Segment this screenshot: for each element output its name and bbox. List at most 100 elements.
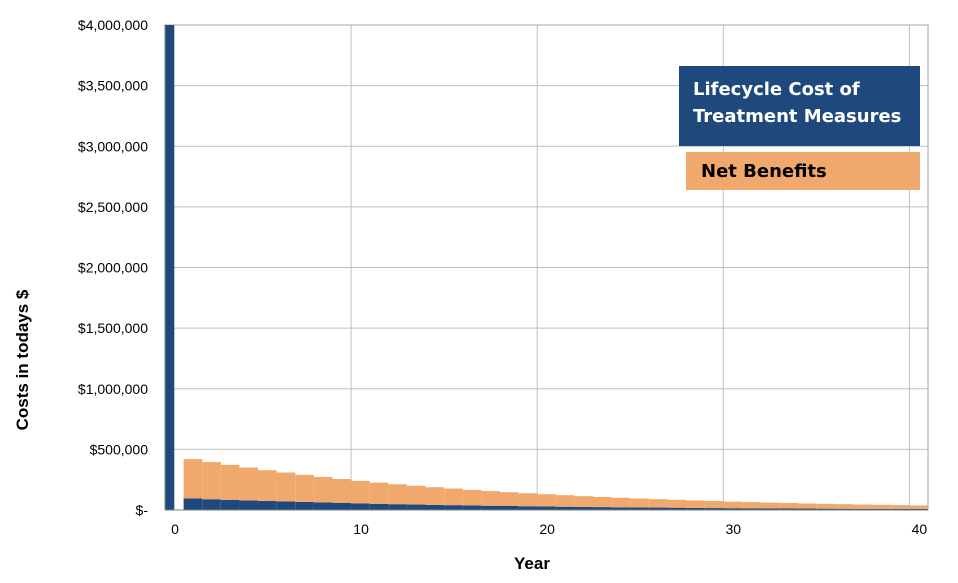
bar-lifecycle-cost <box>202 499 221 510</box>
bar-lifecycle-cost <box>220 499 240 510</box>
bar-lifecycle-cost <box>183 498 203 510</box>
bar-net-benefits <box>816 503 835 509</box>
bar-net-benefits <box>462 489 482 506</box>
bar-lifecycle-cost <box>779 508 798 510</box>
bar-net-benefits <box>593 496 612 508</box>
bar-net-benefits <box>574 496 594 507</box>
bar-net-benefits <box>555 495 575 507</box>
x-tick-label: 0 <box>171 521 179 537</box>
y-tick-label: $- <box>136 502 149 518</box>
bar-net-benefits <box>537 494 556 507</box>
bar-lifecycle-cost <box>630 507 649 510</box>
bar-lifecycle-cost <box>332 502 352 510</box>
bar-net-benefits <box>741 502 761 509</box>
bar-lifecycle-cost <box>499 505 519 510</box>
x-tick-label: 40 <box>912 521 928 537</box>
bar-net-benefits <box>313 476 333 503</box>
bar-lifecycle-cost <box>648 507 668 510</box>
axes <box>164 25 928 511</box>
legend-item-lifecycle-cost: Lifecycle Cost of Treatment Measures <box>679 66 920 146</box>
bar-net-benefits <box>369 482 389 504</box>
bar-lifecycle-cost <box>611 507 631 510</box>
y-tick-label: $1,000,000 <box>78 381 148 397</box>
bar-lifecycle-cost <box>258 501 277 510</box>
bar-lifecycle-cost <box>593 507 612 510</box>
bar-net-benefits <box>332 478 352 503</box>
bar-net-benefits <box>444 488 463 506</box>
bar-lifecycle-cost <box>462 505 482 510</box>
x-tick-label: 10 <box>353 521 369 537</box>
bar-lifecycle-cost <box>295 501 314 510</box>
bar-lifecycle-cost <box>537 506 556 510</box>
y-tick-label: $500,000 <box>90 441 149 457</box>
bar-lifecycle-cost <box>741 508 761 510</box>
x-axis-title: Year <box>514 554 550 573</box>
bar-net-benefits <box>872 504 891 509</box>
bar-lifecycle-cost <box>872 508 891 510</box>
bar-lifecycle-cost <box>313 502 333 510</box>
bar-lifecycle-cost <box>481 505 500 510</box>
x-tick-label: 20 <box>539 521 555 537</box>
x-tick-labels: 0 10 20 30 40 <box>171 521 927 537</box>
bar-net-benefits <box>518 493 538 507</box>
bar-lifecycle-cost <box>667 507 687 510</box>
x-tick-label: 30 <box>726 521 742 537</box>
bar-lifecycle-cost <box>388 504 407 510</box>
bar-net-benefits <box>723 501 742 509</box>
bar-net-benefits <box>630 498 649 508</box>
y-tick-label: $2,500,000 <box>78 199 148 215</box>
bar-net-benefits <box>183 459 203 499</box>
bar-lifecycle-cost <box>686 507 705 510</box>
bar-net-benefits <box>909 505 928 509</box>
bars <box>165 25 928 510</box>
bar-net-benefits <box>239 467 259 501</box>
bar-net-benefits <box>667 499 687 508</box>
bar-lifecycle-cost <box>555 506 575 510</box>
bar-net-benefits <box>481 491 500 506</box>
bar-lifecycle-cost <box>425 504 445 510</box>
bar-lifecycle-cost <box>406 504 426 510</box>
bar-net-benefits <box>686 500 705 508</box>
bar-lifecycle-cost <box>165 25 175 510</box>
bar-net-benefits <box>499 492 519 506</box>
bar-net-benefits <box>220 464 240 500</box>
legend-item-net-benefits: Net Benefits <box>686 152 920 190</box>
y-tick-labels: $- $500,000 $1,000,000 $1,500,000 $2,000,000… <box>78 17 148 518</box>
bar-net-benefits <box>779 503 798 509</box>
bar-lifecycle-cost <box>834 508 854 510</box>
bar-lifecycle-cost <box>890 508 910 510</box>
bar-net-benefits <box>853 504 873 509</box>
gridlines <box>164 24 929 511</box>
y-tick-label: $3,000,000 <box>78 138 148 154</box>
bar-lifecycle-cost <box>444 505 463 510</box>
bar-net-benefits <box>611 497 631 508</box>
bar-net-benefits <box>834 504 854 509</box>
legend-label-net-benefits: Net Benefits <box>701 161 827 182</box>
bar-lifecycle-cost <box>797 508 817 510</box>
bar-lifecycle-cost <box>816 508 835 510</box>
bar-net-benefits <box>258 470 277 502</box>
bar-net-benefits <box>890 505 910 509</box>
bar-lifecycle-cost <box>574 506 594 510</box>
bar-net-benefits <box>797 503 817 509</box>
bar-net-benefits <box>388 484 407 505</box>
legend-label-lifecycle-cost: Lifecycle Cost of Treatment Measures <box>693 79 902 127</box>
y-tick-label: $4,000,000 <box>78 17 148 33</box>
bar-lifecycle-cost <box>276 501 296 510</box>
bar-lifecycle-cost <box>518 506 538 510</box>
bar-lifecycle-cost <box>853 508 873 510</box>
y-tick-label: $2,000,000 <box>78 260 148 276</box>
bar-lifecycle-cost <box>704 508 724 510</box>
bar-net-benefits <box>351 480 370 504</box>
y-tick-label: $1,500,000 <box>78 320 148 336</box>
bar-lifecycle-cost <box>351 503 370 510</box>
bar-lifecycle-cost <box>239 500 259 510</box>
bar-lifecycle-cost <box>909 508 928 510</box>
bar-net-benefits <box>406 485 426 505</box>
bar-net-benefits <box>760 502 780 509</box>
bar-net-benefits <box>704 501 724 509</box>
bar-net-benefits <box>425 487 445 505</box>
bar-net-benefits <box>648 499 668 508</box>
y-axis-title: Costs in todays $ <box>13 289 32 430</box>
